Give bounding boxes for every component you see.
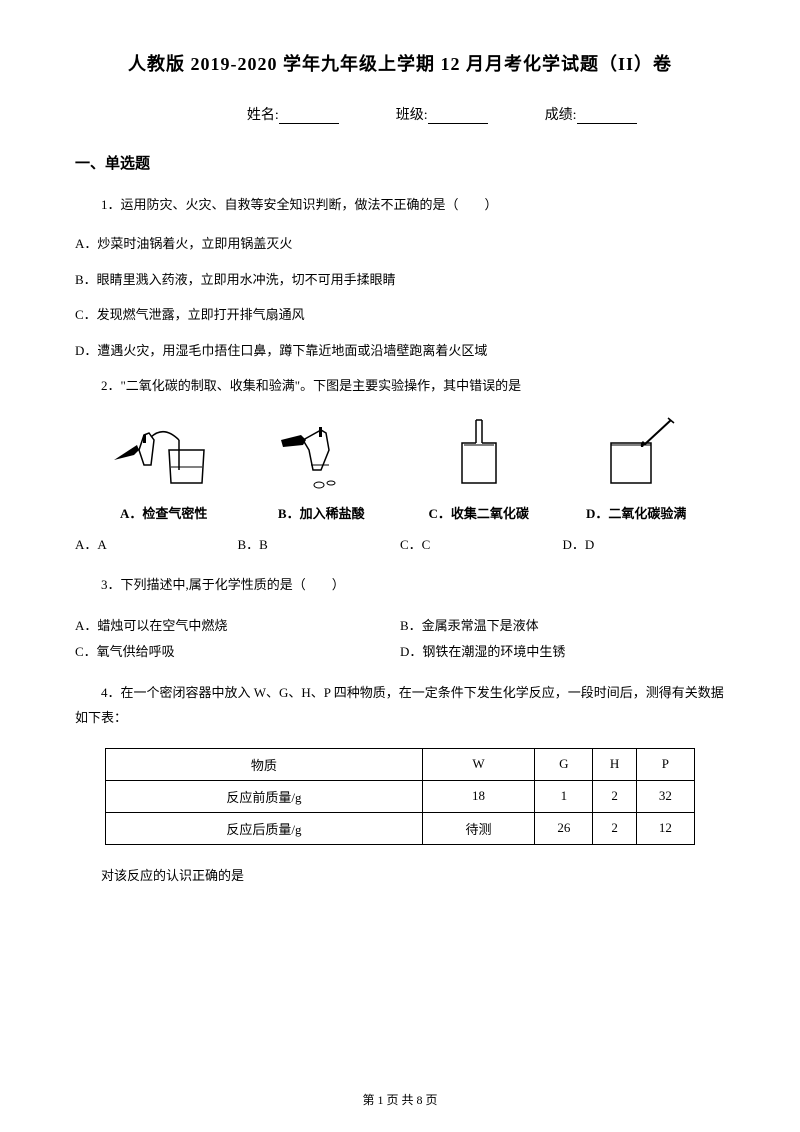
table-cell: 待测	[422, 812, 534, 844]
table-row1-label: 反应前质量/g	[106, 780, 423, 812]
table-row: 反应后质量/g 待测 26 2 12	[106, 812, 695, 844]
table-row: 反应前质量/g 18 1 2 32	[106, 780, 695, 812]
table-header-4: P	[636, 748, 694, 780]
q1-text: 1．运用防灾、火灾、自救等安全知识判断，做法不正确的是（ ）	[75, 193, 725, 216]
table-cell: 2	[593, 780, 636, 812]
class-blank	[428, 110, 488, 124]
score-blank	[577, 110, 637, 124]
data-table: 物质 W G H P 反应前质量/g 18 1 2 32 反应后质量/g 待测 …	[105, 748, 695, 845]
table-cell: 26	[535, 812, 593, 844]
q2-option-a: A．A	[75, 534, 238, 553]
table-header-1: W	[422, 748, 534, 780]
figure-a: A．检查气密性	[88, 415, 239, 522]
q2-options: A．A B．B C．C D．D	[75, 534, 725, 553]
q3-option-d: D．钢铁在潮湿的环境中生锈	[400, 639, 725, 665]
q4-followup: 对该反应的认识正确的是	[75, 865, 725, 884]
q2-text: 2．"二氧化碳的制取、收集和验满"。下图是主要实验操作，其中错误的是	[75, 374, 725, 397]
q3-option-c: C．氧气供给呼吸	[75, 639, 400, 665]
figure-b-caption: B．加入稀盐酸	[278, 503, 365, 522]
table-cell: 32	[636, 780, 694, 812]
q2-option-c: C．C	[400, 534, 563, 553]
q3-options: A．蜡烛可以在空气中燃烧 B．金属汞常温下是液体 C．氧气供给呼吸 D．钢铁在潮…	[75, 613, 725, 665]
page-footer: 第 1 页 共 8 页	[0, 1091, 800, 1108]
apparatus-c-icon	[434, 415, 524, 495]
q3-option-a: A．蜡烛可以在空气中燃烧	[75, 613, 400, 639]
figure-d: D．二氧化碳验满	[561, 415, 712, 522]
exam-title: 人教版 2019-2020 学年九年级上学期 12 月月考化学试题（II）卷	[75, 50, 725, 76]
name-label: 姓名:	[247, 108, 279, 123]
q4-text-line1: 4．在一个密闭容器中放入 W、G、H、P 四种物质，在一定条件下发生化学反应，一…	[75, 681, 725, 704]
q1-option-c: C．发现燃气泄露，立即打开排气扇通风	[75, 303, 725, 326]
student-info-line: 姓名: 班级: 成绩:	[75, 104, 725, 124]
q3-text: 3．下列描述中,属于化学性质的是（ ）	[75, 573, 725, 596]
q4-text-line2: 如下表：	[75, 706, 725, 729]
class-label: 班级:	[396, 108, 428, 123]
q1-option-b: B．眼睛里溅入药液，立即用水冲洗，切不可用手揉眼睛	[75, 268, 725, 291]
q1-option-d: D．遭遇火灾，用湿毛巾捂住口鼻，蹲下靠近地面或沿墙壁跑离着火区域	[75, 339, 725, 362]
apparatus-b-icon	[271, 415, 371, 495]
figure-c: C．收集二氧化碳	[403, 415, 554, 522]
table-header-2: G	[535, 748, 593, 780]
figure-c-caption: C．收集二氧化碳	[429, 503, 529, 522]
q3-option-b: B．金属汞常温下是液体	[400, 613, 725, 639]
apparatus-a-icon	[109, 415, 219, 495]
q2-option-b: B．B	[238, 534, 401, 553]
figure-d-caption: D．二氧化碳验满	[586, 503, 686, 522]
table-row2-label: 反应后质量/g	[106, 812, 423, 844]
table-header-row: 物质 W G H P	[106, 748, 695, 780]
table-cell: 12	[636, 812, 694, 844]
table-cell: 2	[593, 812, 636, 844]
table-header-3: H	[593, 748, 636, 780]
score-label: 成绩:	[545, 108, 577, 123]
q1-option-a: A．炒菜时油锅着火，立即用锅盖灭火	[75, 232, 725, 255]
apparatus-d-icon	[586, 415, 686, 495]
q2-option-d: D．D	[563, 534, 726, 553]
name-blank	[279, 110, 339, 124]
table-cell: 1	[535, 780, 593, 812]
figure-row: A．检查气密性 B．加入稀盐酸 C．收集二氧化碳	[75, 415, 725, 522]
figure-a-caption: A．检查气密性	[120, 503, 207, 522]
table-cell: 18	[422, 780, 534, 812]
table-header-0: 物质	[106, 748, 423, 780]
section-heading: 一、单选题	[75, 152, 725, 173]
figure-b: B．加入稀盐酸	[246, 415, 397, 522]
